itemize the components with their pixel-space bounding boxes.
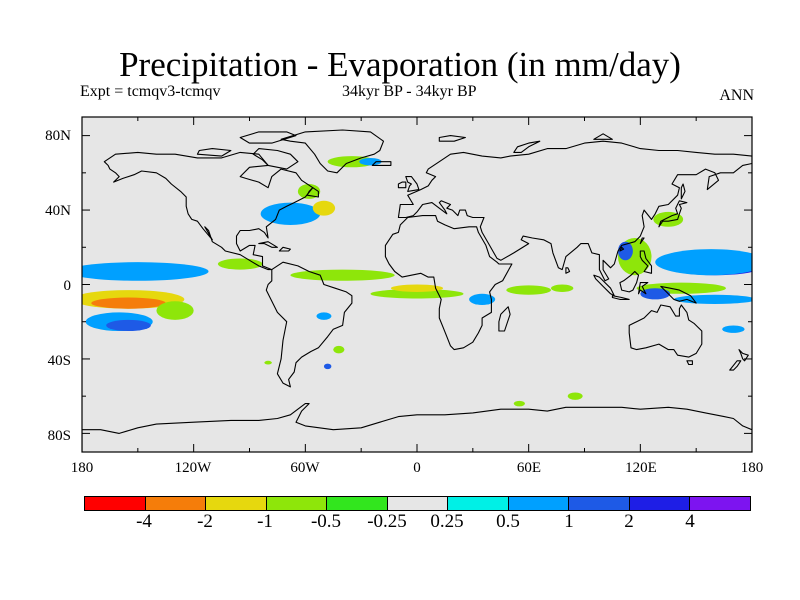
lat-tick-label: 80N — [45, 128, 71, 144]
colorbar-swatch — [85, 497, 146, 510]
coastline-antarctica — [82, 403, 752, 452]
coastline-iceland — [371, 161, 392, 166]
lat-tick-label: 80S — [47, 428, 71, 444]
lon-tick-label: 60W — [290, 460, 320, 476]
anomaly-region — [567, 392, 583, 400]
anomaly-region — [513, 400, 525, 407]
coastline-severnaya-zemlya — [593, 133, 613, 140]
anomaly-region — [290, 269, 395, 281]
anomaly-region — [260, 202, 321, 225]
anomaly-region — [390, 284, 444, 292]
coastline-sumatra — [593, 274, 615, 297]
colorbar-label: -1 — [257, 511, 273, 532]
anomaly-layer — [82, 156, 752, 407]
colorbar-label: -2 — [197, 511, 213, 532]
tick-layer — [81, 117, 753, 452]
coastline-svalbard — [438, 135, 466, 142]
colorbar-label: 0.5 — [496, 511, 520, 532]
coastline-north-america — [103, 151, 314, 271]
coastline-hainan — [619, 246, 625, 252]
coastline-hispaniola — [278, 246, 291, 252]
coastline-australia — [628, 304, 703, 358]
lon-tick-label: 180 — [740, 460, 764, 476]
coastline-cuba — [258, 241, 278, 248]
anomaly-region — [722, 325, 745, 333]
lon-tick-label: 60E — [516, 460, 542, 476]
anomaly-region — [91, 297, 166, 309]
coastline-south-america — [265, 261, 353, 388]
anomaly-region — [312, 200, 336, 216]
colorbar-swatch — [629, 497, 691, 510]
coastline-eurasia — [397, 140, 752, 282]
season-label: ANN — [719, 87, 754, 104]
colorbar — [84, 496, 751, 511]
colorbar-label: -0.25 — [367, 511, 407, 532]
coastline-newfoundland — [306, 187, 319, 198]
anomaly-region — [469, 293, 496, 305]
coastline-africa — [384, 215, 513, 351]
anomaly-region — [551, 284, 574, 292]
anomaly-region — [506, 285, 551, 295]
anomaly-region — [106, 319, 151, 332]
colorbar-label: 0.25 — [430, 511, 464, 532]
colorbar-swatch — [145, 497, 207, 510]
coastline-baffin-island — [252, 148, 299, 170]
coastline-layer — [82, 129, 752, 452]
colorbar-swatch — [569, 497, 630, 510]
coastline-victoria-island — [196, 148, 232, 157]
colorbar-swatch — [690, 497, 751, 510]
coastline-new-zealand-south — [729, 360, 742, 371]
coastline-ireland — [397, 181, 407, 189]
coastline-madagascar — [498, 306, 511, 332]
coastline-philippines — [639, 250, 653, 274]
anomaly-region — [323, 363, 332, 370]
coastline-sakhalin — [680, 183, 686, 200]
colorbar-label: 2 — [624, 511, 634, 532]
coastline-new-guinea — [660, 285, 697, 304]
coastline-borneo — [619, 270, 640, 293]
coastline-new-zealand-north — [738, 349, 749, 362]
anomaly-region — [333, 345, 345, 354]
anomaly-region — [653, 211, 684, 227]
colorbar-swatch — [508, 497, 570, 510]
anomaly-region — [359, 157, 382, 166]
colorbar-swatch — [266, 497, 328, 510]
colorbar-label: -4 — [136, 511, 152, 532]
lat-tick-label: 0 — [63, 278, 72, 294]
coastline-tasmania — [686, 360, 693, 366]
lat-tick-label: 40S — [47, 353, 71, 369]
anomaly-region — [370, 289, 464, 299]
colorbar-swatch — [448, 497, 509, 510]
lon-tick-label: 120W — [174, 460, 212, 476]
anomaly-region — [264, 360, 272, 365]
coastline-british-isles — [405, 176, 420, 192]
coastline-sulawesi — [637, 282, 649, 295]
anomaly-region — [156, 301, 194, 320]
colorbar-swatch — [327, 497, 388, 510]
colorbar-swatch — [387, 497, 449, 510]
anomaly-region — [655, 249, 752, 276]
colorbar-label: 1 — [564, 511, 574, 532]
lon-tick-label: 0 — [413, 460, 421, 476]
coastline-japan — [658, 200, 688, 228]
coastline-java — [611, 295, 630, 300]
coastline-greenland — [280, 129, 385, 174]
lat-tick-label: 40N — [45, 203, 71, 219]
coastline-taiwan — [639, 237, 645, 245]
period-label: 34kyr BP - 34kyr BP — [342, 83, 477, 100]
colorbar-label: -0.5 — [310, 511, 342, 532]
coastline-novaya-zemlya — [513, 140, 541, 153]
anomaly-region — [316, 312, 332, 320]
coastline-sri-lanka — [565, 267, 571, 274]
colorbar-swatch — [206, 497, 267, 510]
lon-tick-label: 180 — [70, 460, 94, 476]
map-title: Precipitation - Evaporation (in mm/day) — [119, 45, 681, 84]
lon-tick-label: 120E — [625, 460, 657, 476]
anomaly-region — [82, 262, 209, 281]
anomaly-region — [640, 288, 671, 300]
colorbar-label: 4 — [685, 511, 695, 532]
experiment-label: Expt = tcmqv3-tcmqv — [80, 83, 221, 100]
coastline-ellesmere-island — [239, 131, 297, 144]
